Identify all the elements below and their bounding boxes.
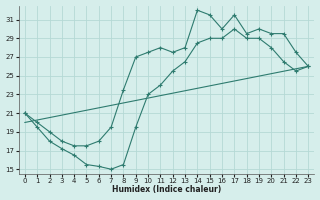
X-axis label: Humidex (Indice chaleur): Humidex (Indice chaleur) xyxy=(112,185,221,194)
